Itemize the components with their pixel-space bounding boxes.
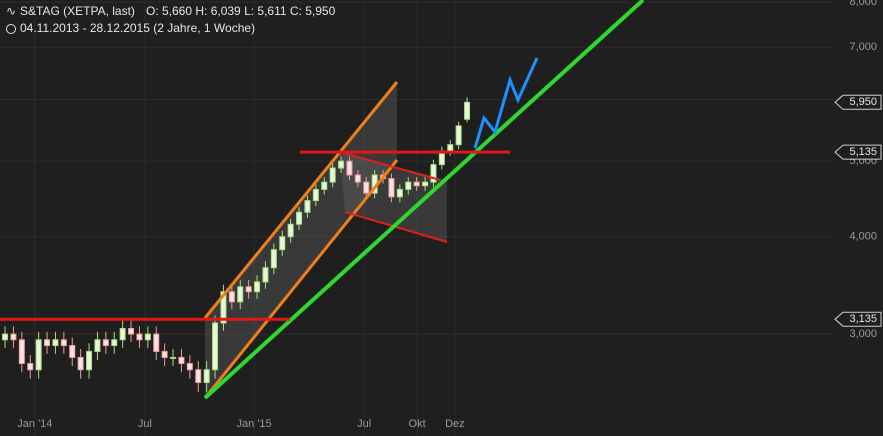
candle-body xyxy=(10,333,17,341)
candle-body xyxy=(254,281,261,293)
x-tick-label: Jul xyxy=(138,418,152,430)
candle-body xyxy=(262,267,269,283)
candle-body xyxy=(304,200,311,213)
price-marker xyxy=(834,94,882,110)
price-marker-label: 5,135 xyxy=(849,146,877,158)
x-tick-label: Dez xyxy=(445,418,465,430)
candle-body xyxy=(270,249,277,269)
price-marker-label: 5,950 xyxy=(849,96,877,108)
trend-line xyxy=(203,0,645,400)
wedge-upper xyxy=(339,151,441,181)
candle-body xyxy=(35,339,42,371)
candles xyxy=(2,97,471,392)
candle-body xyxy=(2,333,9,341)
candle-body xyxy=(69,345,76,358)
candle-body xyxy=(170,356,177,359)
candle-body xyxy=(44,339,51,347)
price-marker xyxy=(834,144,882,160)
candle-body xyxy=(94,339,101,352)
candle-body xyxy=(27,363,34,371)
candle-body xyxy=(363,181,370,194)
candle-body xyxy=(86,350,93,371)
candle-body xyxy=(447,144,454,152)
price-marker-label: 3,135 xyxy=(849,313,877,325)
candle-body xyxy=(296,211,303,225)
candle-body xyxy=(430,164,437,183)
candle-body xyxy=(144,333,151,341)
y-tick-label: 7,000 xyxy=(849,41,877,53)
candle-body xyxy=(388,178,395,198)
candle-body xyxy=(237,286,244,303)
candle-body xyxy=(161,350,168,358)
date-range: 04.11.2013 - 28.12.2015 (2 Jahre, 1 Woch… xyxy=(20,21,255,35)
candle-body xyxy=(102,339,109,347)
candle-body xyxy=(119,327,126,341)
candle-body xyxy=(287,223,294,238)
y-tick-label: 3,000 xyxy=(849,328,877,340)
projection xyxy=(473,57,539,149)
candle-body xyxy=(455,125,462,146)
candle-body xyxy=(186,363,193,371)
x-tick-label: Okt xyxy=(409,418,426,430)
y-tick-label: 4,000 xyxy=(849,231,877,243)
price-marker xyxy=(834,311,882,327)
channel-upper xyxy=(203,81,399,319)
x-tick-label: Jan '14 xyxy=(17,418,52,430)
icon: ∿ xyxy=(6,4,16,18)
price-markers: 5,950 5,135 3,135 xyxy=(0,94,882,327)
candle-body xyxy=(321,181,328,190)
candle-body xyxy=(60,339,67,347)
ohlc-summary: O: 5,660 H: 6,039 L: 5,611 C: 5,950 xyxy=(146,4,336,18)
candle-body xyxy=(220,291,227,324)
candle-body xyxy=(464,101,471,120)
candle-body xyxy=(111,339,118,347)
clock-icon xyxy=(6,24,16,34)
candle-body xyxy=(245,286,252,293)
candle-body xyxy=(18,339,25,365)
candle-body xyxy=(77,356,84,371)
candle-body xyxy=(405,181,412,190)
candle-body xyxy=(312,188,319,202)
candle-body xyxy=(338,160,345,169)
candle-body xyxy=(396,188,403,198)
candle-body xyxy=(413,181,420,187)
chart-title: S&TAG (XETPA, last) xyxy=(20,4,135,18)
candle-body xyxy=(422,181,429,187)
x-tick-label: Jul xyxy=(357,418,371,430)
candle-body xyxy=(136,333,143,341)
candle-body xyxy=(329,167,336,183)
candle-body xyxy=(178,356,185,365)
candle-body xyxy=(346,160,353,176)
candle-body xyxy=(153,333,160,352)
candle-body xyxy=(195,369,202,384)
candle-body xyxy=(228,291,235,303)
header: ∿ S&TAG (XETPA, last) O: 5,660 H: 6,039 … xyxy=(6,4,336,35)
candle-body xyxy=(212,322,219,371)
channel-lower xyxy=(203,159,399,399)
y-tick-label: 8,000 xyxy=(849,0,877,8)
candle-body xyxy=(354,174,361,183)
candle-body xyxy=(128,327,135,335)
x-tick-label: Jan '15 xyxy=(237,418,272,430)
candle-body xyxy=(203,369,210,384)
candle-body xyxy=(52,339,59,347)
candle-body xyxy=(279,236,286,251)
